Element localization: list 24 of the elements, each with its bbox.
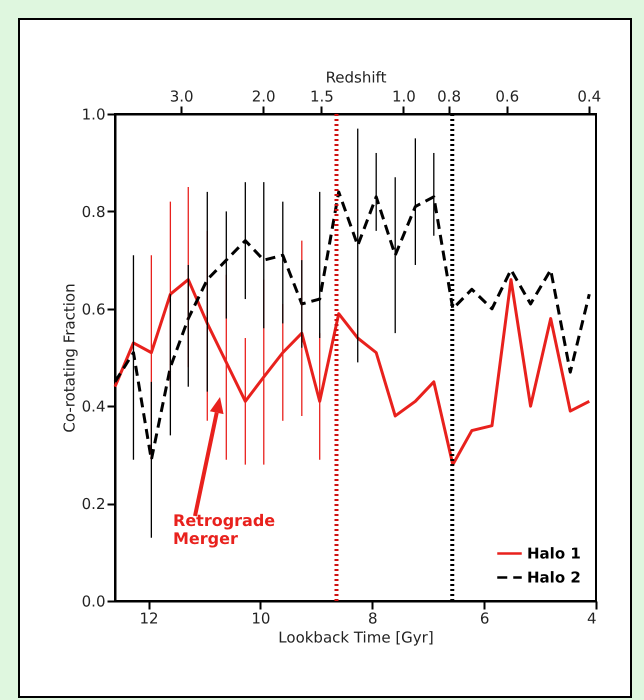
x-tick-label: 12 [140, 610, 159, 628]
x2-tick-label: 1.5 [310, 88, 334, 106]
y-tick-label: 0.0 [82, 592, 106, 610]
x2-tick-label: 3.0 [170, 88, 194, 106]
x2-tick-label: 0.8 [437, 88, 461, 106]
y-axis-title: Co-rotating Fraction [60, 283, 79, 433]
x2-tick-label: 2.0 [252, 88, 276, 106]
legend-label: Halo 2 [527, 568, 581, 586]
x-tick-label: 10 [251, 610, 270, 628]
x2-tick-label: 0.6 [495, 88, 520, 106]
x2-tick-label: 1.0 [392, 88, 416, 106]
x-tick-label: 4 [586, 610, 596, 628]
x-tick-label: 6 [480, 610, 490, 628]
y-tick-label: 1.0 [82, 106, 106, 124]
x-axis-title: Lookback Time [Gyr] [278, 628, 434, 646]
y-tick-label: 0.2 [82, 495, 106, 514]
y-tick-label: 0.6 [82, 300, 106, 318]
x2-tick-label: 0.4 [577, 88, 602, 106]
y-tick-label: 0.4 [82, 398, 106, 416]
x-tick-label: 8 [368, 610, 378, 628]
legend-label: Halo 1 [527, 544, 581, 562]
x2-axis-title: Redshift [326, 68, 387, 86]
annotation: Retrograde Merger [173, 511, 276, 548]
y-tick-label: 0.8 [82, 202, 106, 221]
